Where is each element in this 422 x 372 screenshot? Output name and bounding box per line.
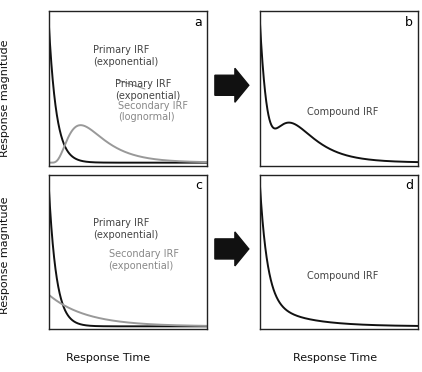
Text: Primary IRF
(exponential): Primary IRF (exponential) <box>115 79 180 101</box>
Text: Compound IRF: Compound IRF <box>307 107 379 117</box>
FancyArrow shape <box>215 232 249 266</box>
Text: b: b <box>405 16 413 29</box>
Text: Primary IRF
(exponential): Primary IRF (exponential) <box>93 218 158 240</box>
Text: Primary IRF
(exponential): Primary IRF (exponential) <box>93 45 158 67</box>
Text: d: d <box>405 179 413 192</box>
Text: Response Time: Response Time <box>65 353 150 363</box>
Text: Secondary IRF
(exponential): Secondary IRF (exponential) <box>108 249 179 270</box>
Text: Response Time: Response Time <box>293 353 378 363</box>
Text: a: a <box>194 16 202 29</box>
Text: Secondary IRF
(lognormal): Secondary IRF (lognormal) <box>118 101 188 122</box>
Text: c: c <box>195 179 202 192</box>
Text: Compound IRF: Compound IRF <box>307 270 379 280</box>
Text: Response magnitude: Response magnitude <box>0 196 10 314</box>
FancyArrow shape <box>215 68 249 102</box>
Text: Response magnitude: Response magnitude <box>0 40 10 157</box>
